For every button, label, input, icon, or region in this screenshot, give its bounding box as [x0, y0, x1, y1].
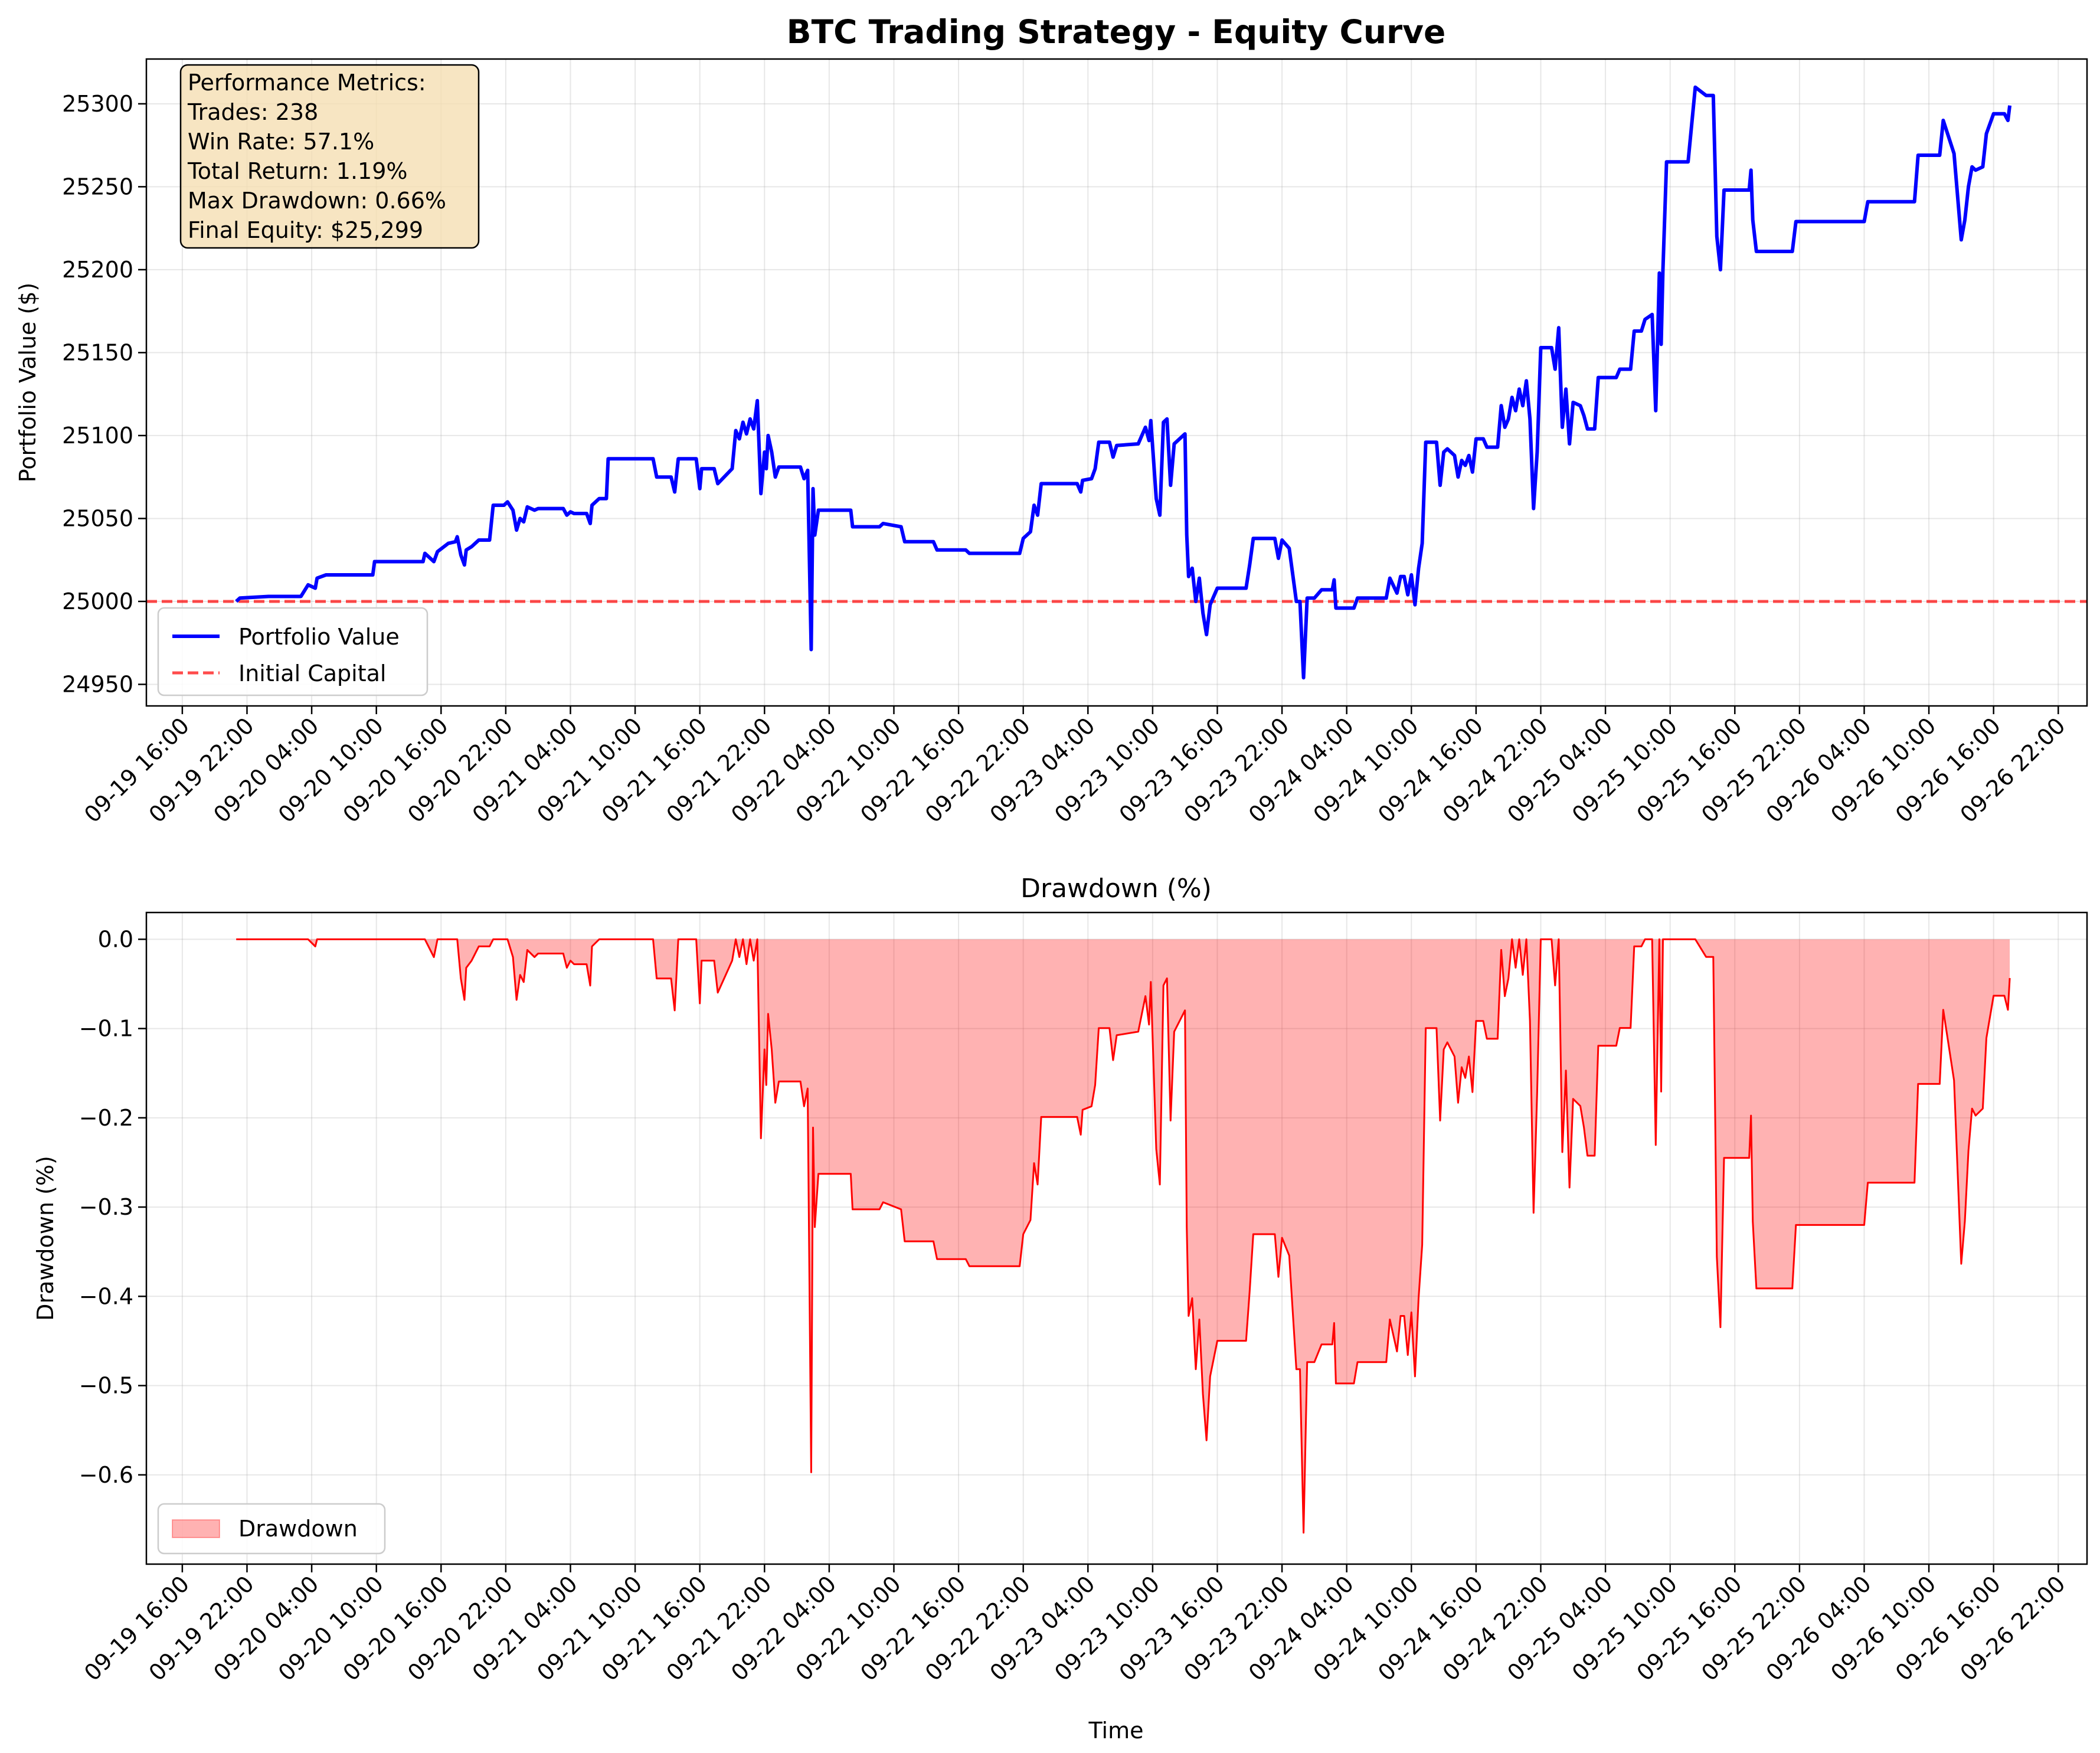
equity-legend-frame: [157, 607, 428, 696]
legend-label-portfolio: Portfolio Value: [238, 624, 400, 650]
equity-y-tick-label: 25300: [62, 91, 133, 117]
equity-y-tick-label: 25100: [62, 423, 133, 449]
portfolio-value-line: [235, 85, 2012, 680]
drawdown-chart-title: Drawdown (%): [1020, 874, 1212, 904]
metric-max-drawdown: Max Drawdown: 0.66%: [188, 188, 446, 214]
metric-win-rate: Win Rate: 57.1%: [188, 129, 374, 155]
equity-y-tick-label: 24950: [62, 671, 133, 697]
drawdown-legend-frame: [157, 1503, 386, 1555]
equity-y-tick-label: 25150: [62, 339, 133, 365]
legend-label-drawdown: Drawdown: [238, 1516, 358, 1542]
drawdown-y-tick-label: −0.4: [79, 1283, 133, 1309]
drawdown-legend: Drawdown: [157, 1503, 386, 1555]
drawdown-y-tick-label: −0.3: [79, 1194, 133, 1220]
drawdown-line: [236, 938, 2011, 1534]
drawdown-y-tick-label: −0.2: [79, 1105, 133, 1131]
drawdown-y-tick-label: −0.5: [79, 1373, 133, 1399]
drawdown-axes-frame: [145, 911, 2088, 1565]
drawdown-y-ticks: 0.0 −0.1 −0.2 −0.3 −0.4 −0.5 −0.6: [79, 926, 146, 1488]
drawdown-y-tick-label: −0.1: [79, 1016, 133, 1042]
metrics-heading: Performance Metrics:: [188, 70, 426, 96]
drawdown-y-tick-label: −0.6: [79, 1462, 133, 1488]
equity-legend: Portfolio Value Initial Capital: [157, 607, 428, 696]
equity-y-tick-label: 25000: [62, 588, 133, 614]
drawdown-series: [236, 938, 2011, 1534]
equity-y-tick-label: 25200: [62, 257, 133, 283]
drawdown-y-axis-label: Drawdown (%): [32, 1156, 58, 1321]
drawdown-x-axis-label: Time: [1088, 1718, 1144, 1744]
metric-total-return: Total Return: 1.19%: [187, 158, 408, 184]
drawdown-y-tick-label: 0.0: [98, 926, 133, 952]
equity-axes-frame: [145, 58, 2088, 707]
drawdown-area: [236, 939, 2010, 1533]
metric-trades: Trades: 238: [187, 99, 318, 125]
equity-y-tick-label: 25250: [62, 174, 133, 199]
legend-label-initial: Initial Capital: [238, 660, 386, 686]
metric-final-equity: Final Equity: $25,299: [188, 217, 423, 243]
equity-y-ticks: 24950 25000 25050 25100 25150 25200 25250 25300: [62, 91, 146, 697]
equity-series: [146, 85, 2087, 680]
equity-y-axis-label: Portfolio Value ($): [15, 283, 41, 483]
equity-y-tick-label: 25050: [62, 505, 133, 531]
main-chart-title: BTC Trading Strategy - Equity Curve: [787, 13, 1446, 51]
legend-swatch-drawdown: [172, 1519, 220, 1538]
metrics-box-background: [179, 64, 480, 249]
performance-metrics-box: Performance Metrics: Trades: 238 Win Rat…: [179, 64, 480, 249]
